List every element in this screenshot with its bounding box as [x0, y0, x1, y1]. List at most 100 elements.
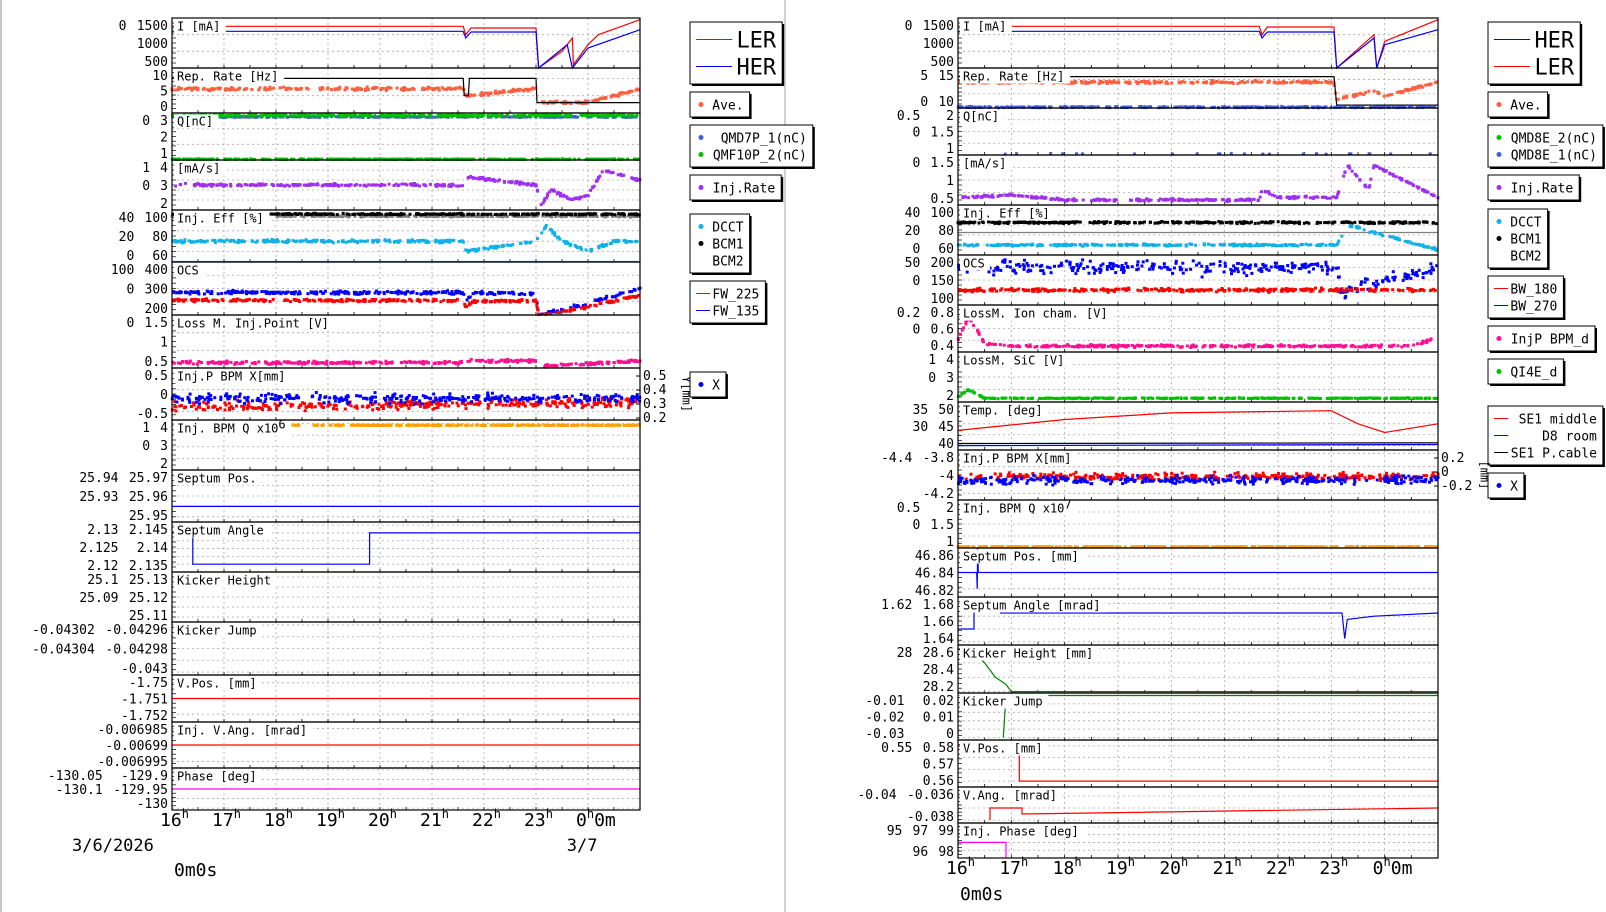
data-point [275, 404, 279, 408]
data-point [284, 212, 288, 216]
data-point [327, 239, 331, 243]
data-point [454, 86, 458, 90]
data-point [457, 397, 461, 401]
data-point [607, 402, 611, 406]
data-point [371, 214, 375, 218]
data-point [434, 238, 438, 242]
data-point [555, 157, 559, 161]
data-point [315, 360, 319, 364]
data-point [416, 212, 420, 216]
data-point [565, 424, 569, 427]
data-point [462, 292, 466, 296]
data-point [181, 241, 185, 245]
data-point [561, 212, 565, 216]
data-point [456, 184, 460, 188]
data-point [487, 397, 491, 401]
data-point [437, 424, 441, 428]
data-point [305, 113, 309, 117]
legend-dot-marker [698, 102, 704, 107]
data-point [201, 299, 204, 303]
data-point [600, 298, 604, 302]
data-point [562, 395, 566, 399]
data-point [408, 115, 412, 119]
data-point [406, 290, 410, 293]
data-point [496, 396, 500, 400]
data-point [635, 212, 639, 216]
data-point [263, 87, 267, 91]
data-point [238, 392, 242, 396]
data-point [313, 405, 317, 409]
data-point [529, 402, 533, 406]
data-point [484, 360, 488, 364]
data-point [554, 115, 557, 119]
y-tick-label: 3 [160, 179, 168, 194]
data-point [434, 240, 438, 244]
data-point [296, 298, 300, 302]
y-tick-label: 1000 [137, 37, 168, 52]
data-point [405, 157, 409, 161]
data-point [386, 361, 389, 365]
data-point [534, 212, 538, 216]
data-point [583, 101, 587, 105]
data-point [456, 214, 460, 218]
data-point [620, 214, 624, 218]
data-point [323, 289, 327, 293]
data-point [390, 157, 394, 161]
data-point [397, 401, 400, 405]
data-point [551, 310, 555, 314]
data-point [288, 396, 292, 400]
data-point [312, 238, 316, 242]
data-point [422, 88, 426, 91]
data-point [347, 361, 351, 365]
data-point [475, 113, 479, 117]
data-point [365, 397, 369, 401]
data-point [560, 400, 564, 404]
data-point [388, 214, 392, 218]
data-point [593, 298, 597, 302]
data-point [609, 157, 613, 161]
data-point [287, 212, 291, 215]
data-point [450, 113, 454, 117]
data-point [451, 157, 455, 161]
data-point [499, 400, 503, 404]
data-point [509, 358, 513, 362]
data-point [187, 361, 191, 365]
data-point [379, 423, 382, 427]
data-point [465, 248, 469, 252]
data-point [631, 359, 635, 363]
data-point [520, 157, 524, 161]
data-point [369, 423, 373, 427]
data-point [533, 87, 537, 91]
data-point [587, 305, 591, 309]
data-point [468, 359, 472, 363]
legend-dot-marker [698, 135, 704, 140]
legend-label: QMD7P_1(nC) [721, 132, 807, 147]
data-point [556, 113, 560, 117]
data-point [267, 87, 271, 91]
data-point [471, 176, 475, 180]
data-point [625, 397, 629, 401]
data-point [548, 404, 552, 408]
data-point [388, 361, 392, 365]
data-point [253, 361, 257, 364]
data-point [403, 360, 407, 364]
data-point [467, 212, 471, 216]
data-point [569, 306, 573, 310]
series-qmf10p-2-low [170, 157, 640, 161]
data-point [634, 400, 638, 404]
data-point [343, 397, 347, 401]
data-point [250, 183, 254, 187]
data-point [347, 298, 351, 302]
data-point [349, 183, 353, 187]
data-point [251, 239, 255, 243]
data-point [254, 115, 258, 119]
data-point [285, 214, 289, 218]
y-tick-label: 0 [142, 114, 150, 129]
data-point [373, 391, 377, 395]
data-point [594, 212, 598, 216]
data-point [483, 300, 487, 304]
data-point [187, 86, 191, 90]
data-point [468, 114, 472, 118]
data-point [605, 300, 609, 304]
data-point [402, 115, 406, 119]
